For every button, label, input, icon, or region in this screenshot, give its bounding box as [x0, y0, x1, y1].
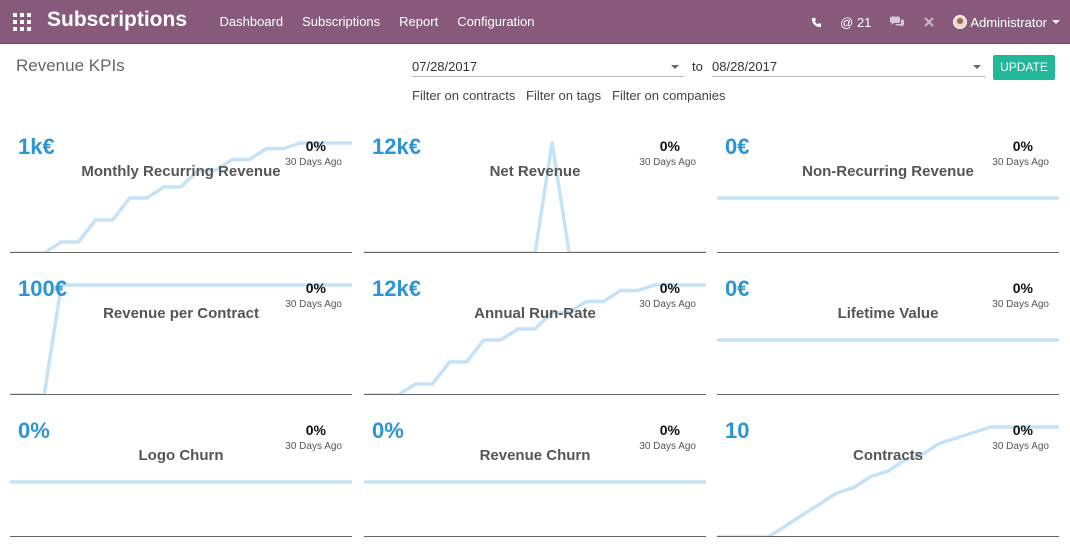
kpi-period: 30 Days Ago	[285, 441, 342, 452]
filter-tags[interactable]: Filter on tags	[526, 88, 602, 103]
date-from-field[interactable]: 07/28/2017	[412, 56, 684, 77]
kpi-value: 0€	[725, 276, 750, 301]
kpi-card[interactable]: 10 0% 30 Days Ago Contracts	[717, 402, 1059, 537]
kpi-percent: 0%	[659, 422, 680, 438]
to-label: to	[692, 59, 703, 74]
systray: @ 21 Administrator	[793, 0, 1060, 44]
kpi-period: 30 Days Ago	[639, 157, 696, 168]
user-name: Administrator	[970, 14, 1047, 30]
kpi-value: 0€	[725, 134, 750, 159]
main-menu: Dashboard Subscriptions Report Configura…	[210, 0, 544, 44]
kpi-name: Monthly Recurring Revenue	[81, 163, 281, 180]
kpi-sparkline	[717, 425, 1059, 536]
kpi-name: Lifetime Value	[837, 305, 939, 322]
kpi-sparkline-path	[10, 141, 352, 252]
menu-configuration[interactable]: Configuration	[457, 14, 535, 29]
kpi-sparkline	[364, 283, 706, 394]
date-from-value: 07/28/2017	[412, 59, 478, 74]
kpi-name: Logo Churn	[138, 447, 224, 464]
filter-contracts[interactable]: Filter on contracts	[412, 88, 516, 103]
date-to-field[interactable]: 08/28/2017	[712, 56, 986, 77]
kpi-card[interactable]: 1k€ 0% 30 Days Ago Monthly Recurring Revenu…	[10, 118, 352, 253]
avatar	[953, 15, 968, 29]
kpi-percent: 0%	[659, 138, 680, 154]
date-to-value: 08/28/2017	[712, 59, 778, 74]
kpi-card[interactable]: 0€ 0% 30 Days Ago Non-Recurring Revenue	[717, 118, 1059, 253]
kpi-card[interactable]: 12k€ 0% 30 Days Ago Annual Run-Rate	[364, 260, 706, 395]
kpi-card[interactable]: 0% 0% 30 Days Ago Logo Churn	[10, 402, 352, 537]
kpi-card[interactable]: 12k€ 0% 30 Days Ago Net Revenue	[364, 118, 706, 253]
kpi-card[interactable]: 100€ 0% 30 Days Ago Revenue per Contract	[10, 260, 352, 395]
kpi-percent: 0%	[305, 138, 326, 154]
kpi-sparkline	[717, 196, 1059, 200]
kpi-value: 10	[725, 418, 750, 443]
kpi-sparkline	[364, 480, 706, 484]
kpi-percent: 0%	[305, 280, 326, 296]
kpi-sparkline-path	[364, 283, 706, 394]
menu-report[interactable]: Report	[399, 14, 439, 29]
kpi-percent: 0%	[305, 422, 326, 438]
kpi-sparkline-path	[717, 425, 1059, 536]
app-title: Subscriptions	[47, 8, 188, 31]
user-menu[interactable]: Administrator	[953, 15, 1060, 30]
kpi-period: 30 Days Ago	[639, 441, 696, 452]
menu-subscriptions[interactable]: Subscriptions	[302, 14, 381, 29]
kpi-value: 0%	[372, 418, 404, 443]
kpi-period: 30 Days Ago	[992, 299, 1049, 310]
kpi-sparkline	[10, 141, 352, 252]
kpi-name: Non-Recurring Revenue	[802, 163, 974, 180]
kpi-card[interactable]: 0€ 0% 30 Days Ago Lifetime Value	[717, 260, 1059, 395]
menu-dashboard[interactable]: Dashboard	[219, 14, 284, 29]
kpi-period: 30 Days Ago	[992, 441, 1049, 452]
apps-grid-icon[interactable]	[13, 13, 31, 31]
kpi-name: Contracts	[852, 447, 923, 464]
kpi-value: 1k€	[18, 134, 55, 159]
close-tools-icon[interactable]	[923, 16, 935, 28]
mentions-counter[interactable]: @ 21	[840, 14, 872, 30]
kpi-name: Annual Run-Rate	[474, 305, 596, 322]
kpi-percent: 0%	[1012, 138, 1033, 154]
chevron-down-icon	[973, 65, 981, 69]
phone-icon[interactable]	[811, 17, 822, 28]
kpi-sparkline-path	[10, 283, 352, 394]
kpi-period: 30 Days Ago	[285, 299, 342, 310]
page-title: Revenue KPIs	[16, 56, 125, 75]
chevron-down-icon	[671, 65, 679, 69]
kpi-percent: 0%	[1012, 422, 1033, 438]
kpi-sparkline	[717, 338, 1059, 342]
kpi-value: 12k€	[372, 276, 421, 301]
kpi-period: 30 Days Ago	[639, 299, 696, 310]
chat-icon[interactable]	[889, 16, 905, 28]
kpi-period: 30 Days Ago	[285, 157, 342, 168]
kpi-value: 0%	[18, 418, 50, 443]
kpi-sparkline	[10, 480, 352, 484]
kpi-percent: 0%	[659, 280, 680, 296]
update-button[interactable]: UPDATE	[993, 55, 1055, 80]
kpi-sparkline	[10, 283, 352, 394]
kpi-name: Revenue per Contract	[103, 305, 259, 322]
kpi-name: Revenue Churn	[479, 447, 591, 464]
kpi-period: 30 Days Ago	[992, 157, 1049, 168]
chevron-down-icon	[1052, 20, 1060, 24]
kpi-value: 100€	[18, 276, 67, 301]
kpi-card[interactable]: 0% 0% 30 Days Ago Revenue Churn	[364, 402, 706, 537]
kpi-name: Net Revenue	[489, 163, 581, 180]
filter-companies[interactable]: Filter on companies	[612, 88, 726, 103]
top-navbar: Subscriptions Dashboard Subscriptions Re…	[0, 0, 1070, 44]
kpi-percent: 0%	[1012, 280, 1033, 296]
kpi-value: 12k€	[372, 134, 421, 159]
